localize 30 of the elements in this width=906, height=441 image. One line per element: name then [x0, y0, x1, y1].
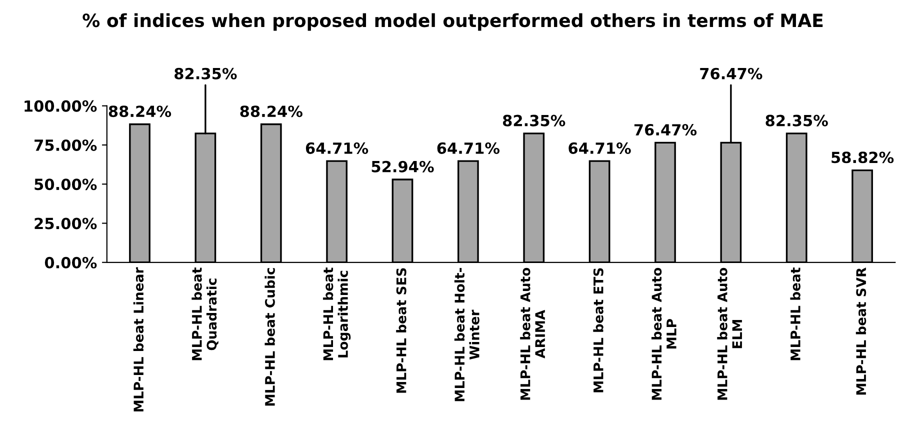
x-tick-label: MLP-HL beat SVR	[856, 268, 866, 395]
data-label: 88.24%	[108, 106, 172, 118]
x-tick-label: MLP-HL beat ETS	[593, 268, 604, 392]
data-label: 64.71%	[437, 142, 500, 154]
x-tick-label: MLP-HL beat Cubic	[264, 268, 275, 406]
x-tick-label: MLP-HL beat SES	[396, 268, 406, 393]
data-label: 58.82%	[832, 152, 894, 164]
y-tick-label: 50.00%	[34, 178, 97, 190]
data-label: 88.24%	[240, 106, 302, 118]
data-label: 82.35%	[766, 114, 828, 126]
data-label: 52.94%	[372, 160, 434, 172]
data-label: 82.35%	[502, 114, 566, 126]
x-tick-label: MLP-HL beat Auto ELM	[717, 268, 742, 400]
x-tick-label: MLP-HL beat	[790, 268, 800, 360]
x-tick-label: MLP-HL beat Logarithmic	[322, 268, 351, 360]
data-label: 82.35%	[174, 68, 237, 80]
x-tick-label: MLP-HL beat Auto ARIMA	[520, 268, 545, 400]
x-tick-label: MLP-HL beat Linear	[133, 267, 144, 412]
y-tick-label: 25.00%	[34, 218, 97, 230]
data-label: 76.47%	[700, 68, 762, 80]
data-label: 64.71%	[306, 142, 368, 154]
x-tick-label: MLP-HL beat Holt- Winter	[454, 268, 480, 402]
data-label: 64.71%	[568, 142, 631, 154]
x-tick-label: MLP-HL beat Auto MLP	[651, 268, 676, 400]
data-label: 76.47%	[634, 124, 697, 136]
y-tick-label: 75.00%	[34, 139, 97, 151]
y-tick-label: 0.00%	[44, 256, 97, 268]
y-tick-label: 100.00%	[24, 100, 97, 112]
x-tick-label: MLP-HL beat Quadratic	[192, 268, 218, 360]
chart-title: % of indices when proposed model outperformed others in terms of MAE	[82, 13, 823, 31]
